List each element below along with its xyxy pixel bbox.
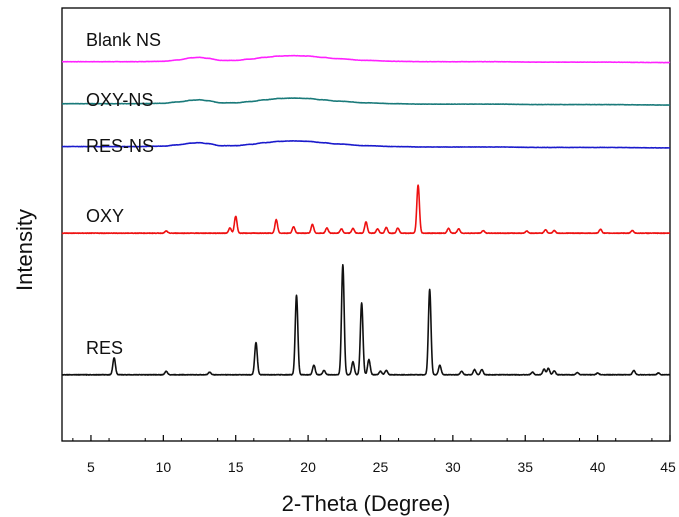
x-tick-label: 40 [590,459,606,475]
series-line-oxy-ns [61,97,671,106]
x-tick-label: 30 [445,459,461,475]
x-axis-ticks: 5 10 15 20 25 30 35 40 45 [72,435,676,475]
x-tick-label: 5 [87,459,95,475]
y-axis-label: Intensity [12,209,37,291]
x-tick-label: 35 [517,459,533,475]
plot-frame [61,7,671,442]
x-tick-label: 25 [373,459,389,475]
series-label-res-ns: RES-NS [86,136,154,156]
x-tick-label: 20 [300,459,316,475]
series-label-oxy-ns: OXY-NS [86,90,153,110]
series-label-blank-ns: Blank NS [86,30,161,50]
series-line-oxy [61,184,671,235]
series-line-res [61,263,671,376]
series-label-res: RES [86,338,123,358]
series-lines [61,54,671,376]
series-line-res-ns [61,140,671,149]
series-label-oxy: OXY [86,206,124,226]
series-line-blank-ns [61,54,671,64]
x-tick-label: 10 [156,459,172,475]
x-tick-label: 15 [228,459,244,475]
x-axis-label: 2-Theta (Degree) [282,491,451,516]
x-tick-label: 45 [660,459,676,475]
